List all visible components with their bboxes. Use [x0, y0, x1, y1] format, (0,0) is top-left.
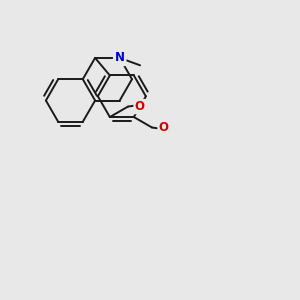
- Text: O: O: [159, 121, 169, 134]
- Text: N: N: [115, 51, 125, 64]
- Text: O: O: [135, 100, 145, 113]
